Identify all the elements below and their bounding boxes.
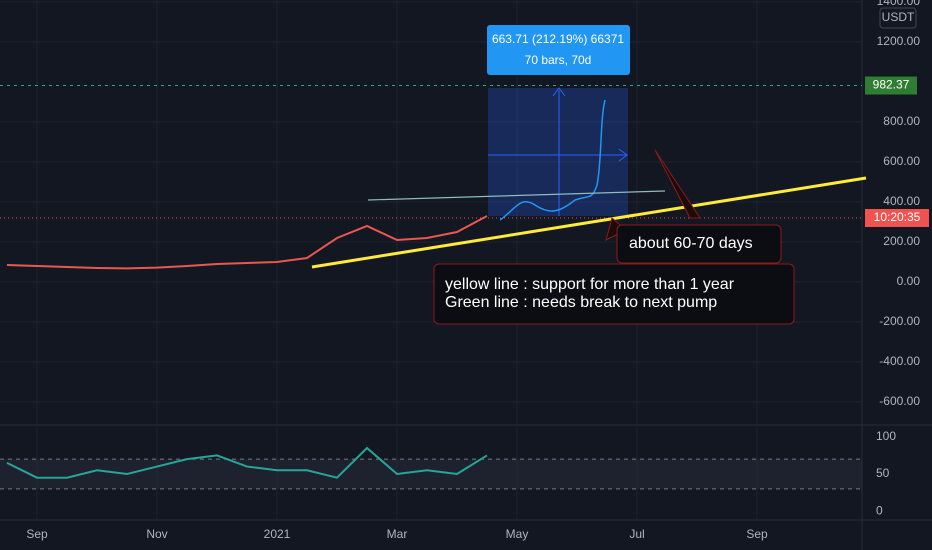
annotation: Green line : needs break to next pump	[445, 294, 717, 311]
measure-arrow-head	[618, 148, 628, 162]
currency: USDT	[882, 10, 915, 24]
target-label: 982.37	[873, 78, 910, 92]
x-tick-label: Sep	[26, 527, 48, 541]
y-tick-label: 400.00	[883, 194, 920, 208]
y-tick-label: 1400.00	[877, 0, 921, 8]
x-tick-label: Mar	[387, 527, 408, 541]
callout-box	[616, 224, 782, 264]
rsi-band-fill	[0, 459, 862, 489]
y-tick-label: 800.00	[883, 114, 920, 128]
callout-pointer	[605, 149, 701, 241]
support-line	[311, 176, 867, 269]
countdown-label: 10:20:35	[874, 210, 921, 224]
x-tick-label: Jul	[629, 527, 644, 541]
currency-box	[879, 7, 917, 29]
annotation: yellow line : support for more than 1 ye…	[445, 276, 735, 293]
rsi-tick-label: 100	[876, 429, 896, 443]
x-tick-label: May	[506, 527, 529, 541]
y-tick-label: -600.00	[879, 394, 920, 408]
y-tick-label: 600.00	[883, 154, 920, 168]
rsi-tick-label: 50	[876, 466, 890, 480]
y-tick-label: 1200.00	[877, 34, 921, 48]
rsi-line	[6, 446, 488, 479]
x-tick-label: 2021	[264, 527, 291, 541]
countdown-badge	[865, 209, 929, 227]
measure-box	[488, 88, 628, 216]
y-tick-label: -400.00	[879, 354, 920, 368]
target-badge	[865, 76, 917, 95]
x-tick-label: Sep	[746, 527, 768, 541]
y-tick-label: -200.00	[879, 314, 920, 328]
y-tick-label: 200.00	[883, 234, 920, 248]
rsi-tick-label: 0	[876, 503, 883, 517]
price-line	[6, 215, 488, 270]
y-tick-label: 0.00	[897, 274, 921, 288]
forecast-path	[499, 99, 606, 221]
resistance-line	[367, 190, 666, 201]
measure-arrow-head	[552, 87, 566, 97]
x-tick-label: Nov	[146, 527, 167, 541]
measure-label-box	[487, 25, 630, 75]
annotation: about 60-70 days	[629, 235, 753, 252]
measure-label: 70 bars, 70d	[525, 53, 592, 67]
callout-box	[433, 263, 795, 325]
measure-label: 663.71 (212.19%) 66371	[492, 32, 624, 46]
